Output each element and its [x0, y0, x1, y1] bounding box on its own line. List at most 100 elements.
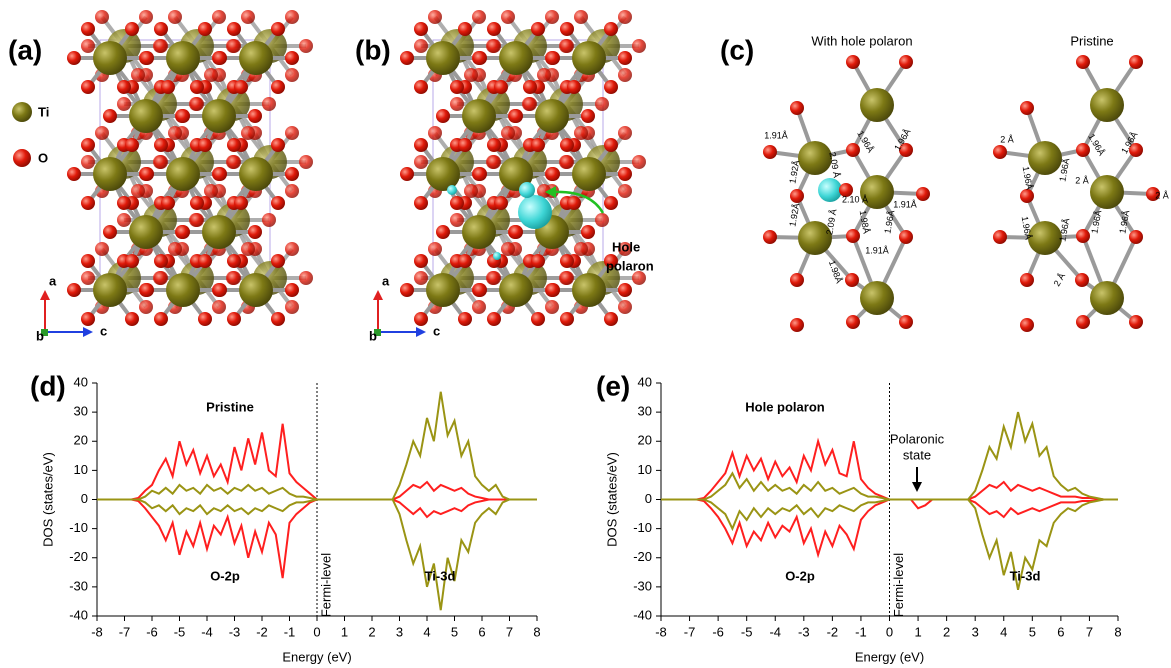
atom	[414, 271, 428, 285]
atom	[493, 252, 501, 260]
atom	[1076, 55, 1090, 69]
atom	[618, 167, 632, 181]
atom	[190, 80, 204, 94]
atom	[176, 225, 190, 239]
atom	[436, 225, 450, 239]
atom	[67, 283, 81, 297]
atom	[154, 39, 168, 53]
atom	[13, 149, 31, 167]
atom	[262, 97, 276, 111]
atom	[212, 300, 226, 314]
atom	[473, 167, 487, 181]
atom	[632, 39, 646, 53]
atom	[81, 80, 95, 94]
y-tick-label: -30	[69, 578, 88, 593]
x-tick-label: 3	[972, 624, 979, 639]
atom	[285, 10, 299, 24]
atom	[117, 97, 131, 111]
atom	[572, 157, 606, 191]
atom	[414, 254, 428, 268]
atom	[103, 225, 117, 239]
atom	[241, 10, 255, 24]
atom	[239, 157, 273, 191]
atom	[271, 254, 285, 268]
atom	[499, 273, 533, 307]
atom	[1090, 281, 1124, 315]
atom	[202, 215, 236, 249]
atom	[117, 80, 131, 94]
series-label: Ti-3d	[1010, 568, 1041, 583]
x-tick-label: -7	[119, 624, 131, 639]
atom	[81, 155, 95, 169]
fermi-label: Fermi-level	[891, 553, 906, 617]
dos-line	[661, 441, 1118, 499]
atom	[618, 68, 632, 82]
axis-label: c	[433, 323, 440, 338]
x-tick-label: 0	[313, 624, 320, 639]
atom	[262, 213, 276, 227]
atom	[154, 312, 168, 326]
bond-length: 1.96Å	[1089, 209, 1103, 234]
atom	[487, 312, 501, 326]
atom	[1090, 175, 1124, 209]
atom	[239, 41, 273, 75]
atom	[618, 126, 632, 140]
atom	[204, 68, 218, 82]
atom	[154, 271, 168, 285]
atom	[213, 283, 227, 297]
y-tick-label: 30	[638, 404, 652, 419]
atom	[487, 22, 501, 36]
atom	[227, 155, 241, 169]
atom	[103, 109, 117, 123]
x-tick-label: -1	[855, 624, 867, 639]
atom	[450, 80, 464, 94]
atom	[560, 271, 574, 285]
atom	[560, 39, 574, 53]
atom	[213, 167, 227, 181]
atom	[234, 80, 248, 94]
annotation: Hole	[612, 239, 640, 254]
y-tick-label: 10	[74, 462, 88, 477]
atom	[414, 39, 428, 53]
atom	[241, 126, 255, 140]
atom	[916, 187, 930, 201]
atom	[95, 10, 109, 24]
atom	[487, 155, 501, 169]
atom	[198, 22, 212, 36]
atom	[790, 318, 804, 332]
atom	[462, 99, 496, 133]
bond-length: 1.98Å	[858, 209, 872, 234]
x-tick-label: -5	[741, 624, 753, 639]
atom	[1020, 101, 1034, 115]
x-axis-label: Energy (eV)	[282, 649, 351, 664]
panel-label: (b)	[355, 34, 391, 65]
atom	[458, 22, 472, 36]
x-tick-label: 4	[1000, 624, 1007, 639]
x-tick-label: 5	[1029, 624, 1036, 639]
atom	[846, 55, 860, 69]
atom	[560, 138, 574, 152]
atom	[271, 22, 285, 36]
x-tick-label: -1	[284, 624, 296, 639]
atom	[285, 68, 299, 82]
atom	[154, 22, 168, 36]
annotation: Polaronic	[890, 431, 945, 446]
atom	[535, 99, 569, 133]
atom	[846, 143, 860, 157]
y-axis-label: DOS (states/eV)	[40, 452, 55, 547]
atom	[125, 254, 139, 268]
atom	[190, 97, 204, 111]
atom	[81, 39, 95, 53]
atom	[95, 126, 109, 140]
atom	[519, 182, 535, 198]
x-axis-label: Energy (eV)	[855, 649, 924, 664]
bond-length: 2 Å	[1075, 175, 1089, 185]
atom	[426, 41, 460, 75]
atom	[166, 41, 200, 75]
atom	[458, 254, 472, 268]
x-tick-label: -6	[712, 624, 724, 639]
y-tick-label: -30	[633, 578, 652, 593]
arrow-head	[40, 290, 50, 300]
atom	[93, 273, 127, 307]
x-tick-label: 7	[1086, 624, 1093, 639]
